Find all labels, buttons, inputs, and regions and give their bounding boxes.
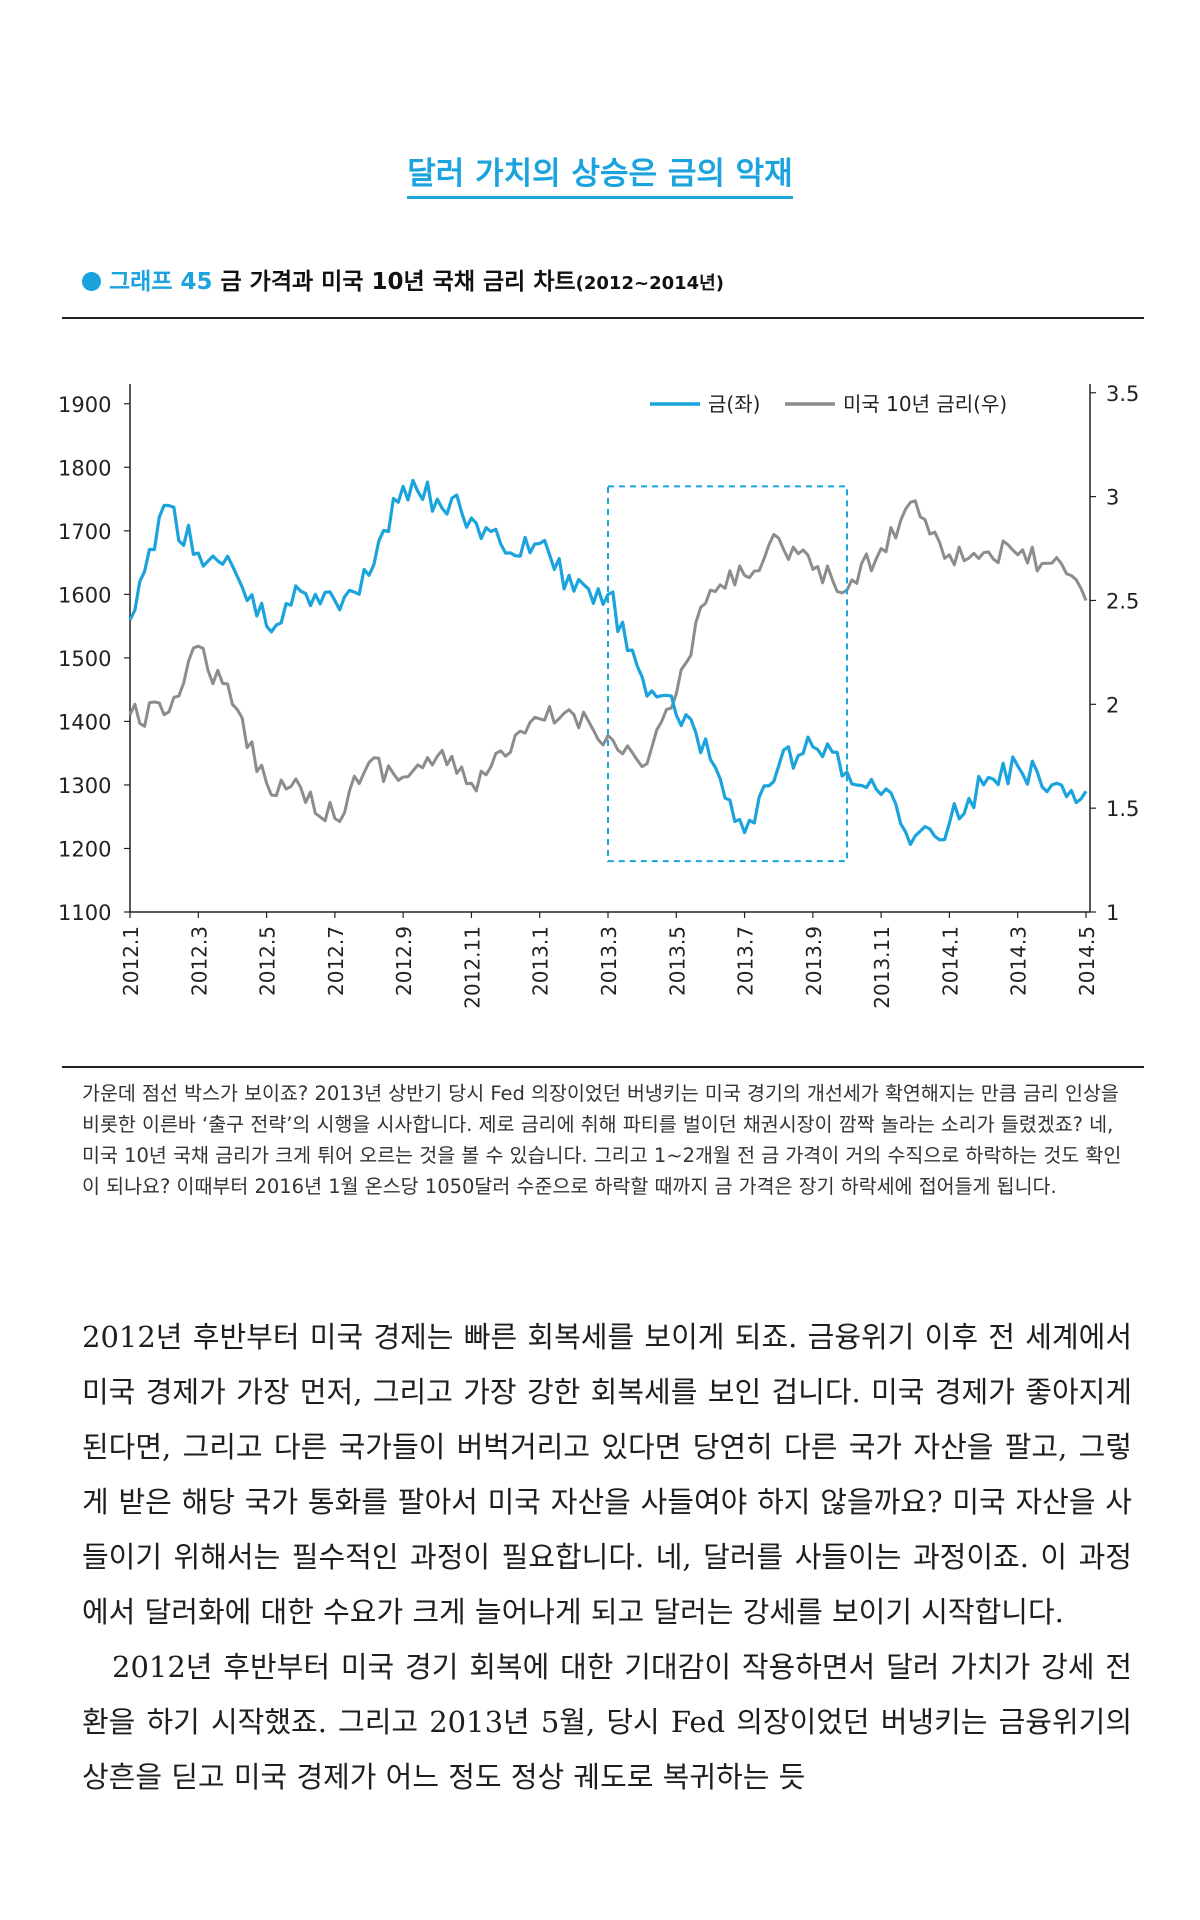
x-tick-label: 2012.9 — [392, 926, 416, 996]
left-tick-label: 1100 — [58, 901, 111, 925]
chart-axes: 1100 1200 1300 1400 1500 1600 1700 1800 1900 1 1.5… — [58, 382, 1139, 1009]
x-tick-label: 2014.5 — [1075, 926, 1099, 996]
x-tick-label: 2013.3 — [597, 926, 621, 996]
right-tick-label: 2.5 — [1106, 589, 1139, 613]
section-title: 달러 가치의 상승은 금의 악재 — [0, 148, 1200, 199]
top-rule — [62, 317, 1144, 319]
x-tick-label: 2012.11 — [460, 926, 484, 1009]
legend-label-gold: 금(좌) — [708, 392, 760, 416]
x-tick-label: 2014.1 — [938, 926, 962, 996]
left-tick-label: 1700 — [58, 520, 111, 544]
right-tick-label: 2 — [1106, 693, 1119, 717]
bullet-dot-icon — [82, 272, 101, 291]
right-tick-label: 3 — [1106, 486, 1119, 510]
left-tick-label: 1500 — [58, 647, 111, 671]
graph-heading: 그래프 45 금 가격과 미국 10년 국채 금리 차트(2012~2014년) — [82, 262, 724, 296]
x-tick-label: 2013.9 — [802, 926, 826, 996]
right-tick-label: 1 — [1106, 901, 1119, 925]
right-tick-label: 3.5 — [1106, 382, 1139, 406]
gold-rate-chart: 1100 1200 1300 1400 1500 1600 1700 1800 1900 1 1.5… — [58, 382, 1139, 1009]
rate-series-line — [128, 499, 1088, 823]
bottom-rule — [62, 1066, 1144, 1068]
body-paragraph-1: 2012년 후반부터 미국 경제는 빠른 회복세를 보이게 되죠. 금융위기 이… — [82, 1320, 1132, 1629]
x-tick-label: 2012.3 — [187, 926, 211, 996]
body-paragraph-2: 2012년 후반부터 미국 경기 회복에 대한 기대감이 작용하면서 달러 가치… — [82, 1650, 1132, 1794]
x-tick-label: 2012.7 — [324, 926, 348, 996]
graph-number-label: 그래프 45 — [109, 269, 213, 295]
left-tick-label: 1900 — [58, 393, 111, 417]
gold-series-line — [128, 478, 1088, 846]
highlight-dashed-box — [607, 485, 848, 863]
graph-period: (2012~2014년) — [575, 273, 724, 294]
section-title-text: 달러 가치의 상승은 금의 악재 — [407, 156, 793, 199]
x-tick-label: 2012.5 — [256, 926, 280, 996]
left-tick-label: 1200 — [58, 837, 111, 861]
chart-caption: 가운데 점선 박스가 보이죠? 2013년 상반기 당시 Fed 의장이었던 버… — [82, 1082, 1122, 1198]
x-tick-label: 2014.3 — [1007, 926, 1031, 996]
x-tick-label: 2013.1 — [529, 926, 553, 996]
right-tick-label: 1.5 — [1106, 797, 1139, 821]
left-tick-label: 1400 — [58, 710, 111, 734]
x-tick-label: 2013.11 — [870, 926, 894, 1009]
x-tick-label: 2013.5 — [665, 926, 689, 996]
left-tick-label: 1300 — [58, 774, 111, 798]
chart-legend: 금(좌) 미국 10년 금리(우) — [650, 392, 1007, 416]
graph-title: 금 가격과 미국 10년 국채 금리 차트 — [220, 269, 576, 295]
left-tick-label: 1800 — [58, 456, 111, 480]
left-tick-label: 1600 — [58, 583, 111, 607]
legend-label-rate: 미국 10년 금리(우) — [843, 392, 1007, 416]
body-text: 2012년 후반부터 미국 경제는 빠른 회복세를 보이게 되죠. 금융위기 이… — [82, 1310, 1132, 1805]
x-tick-label: 2012.1 — [119, 926, 143, 996]
chart-plot-area — [128, 478, 1088, 863]
x-tick-label: 2013.7 — [734, 926, 758, 996]
